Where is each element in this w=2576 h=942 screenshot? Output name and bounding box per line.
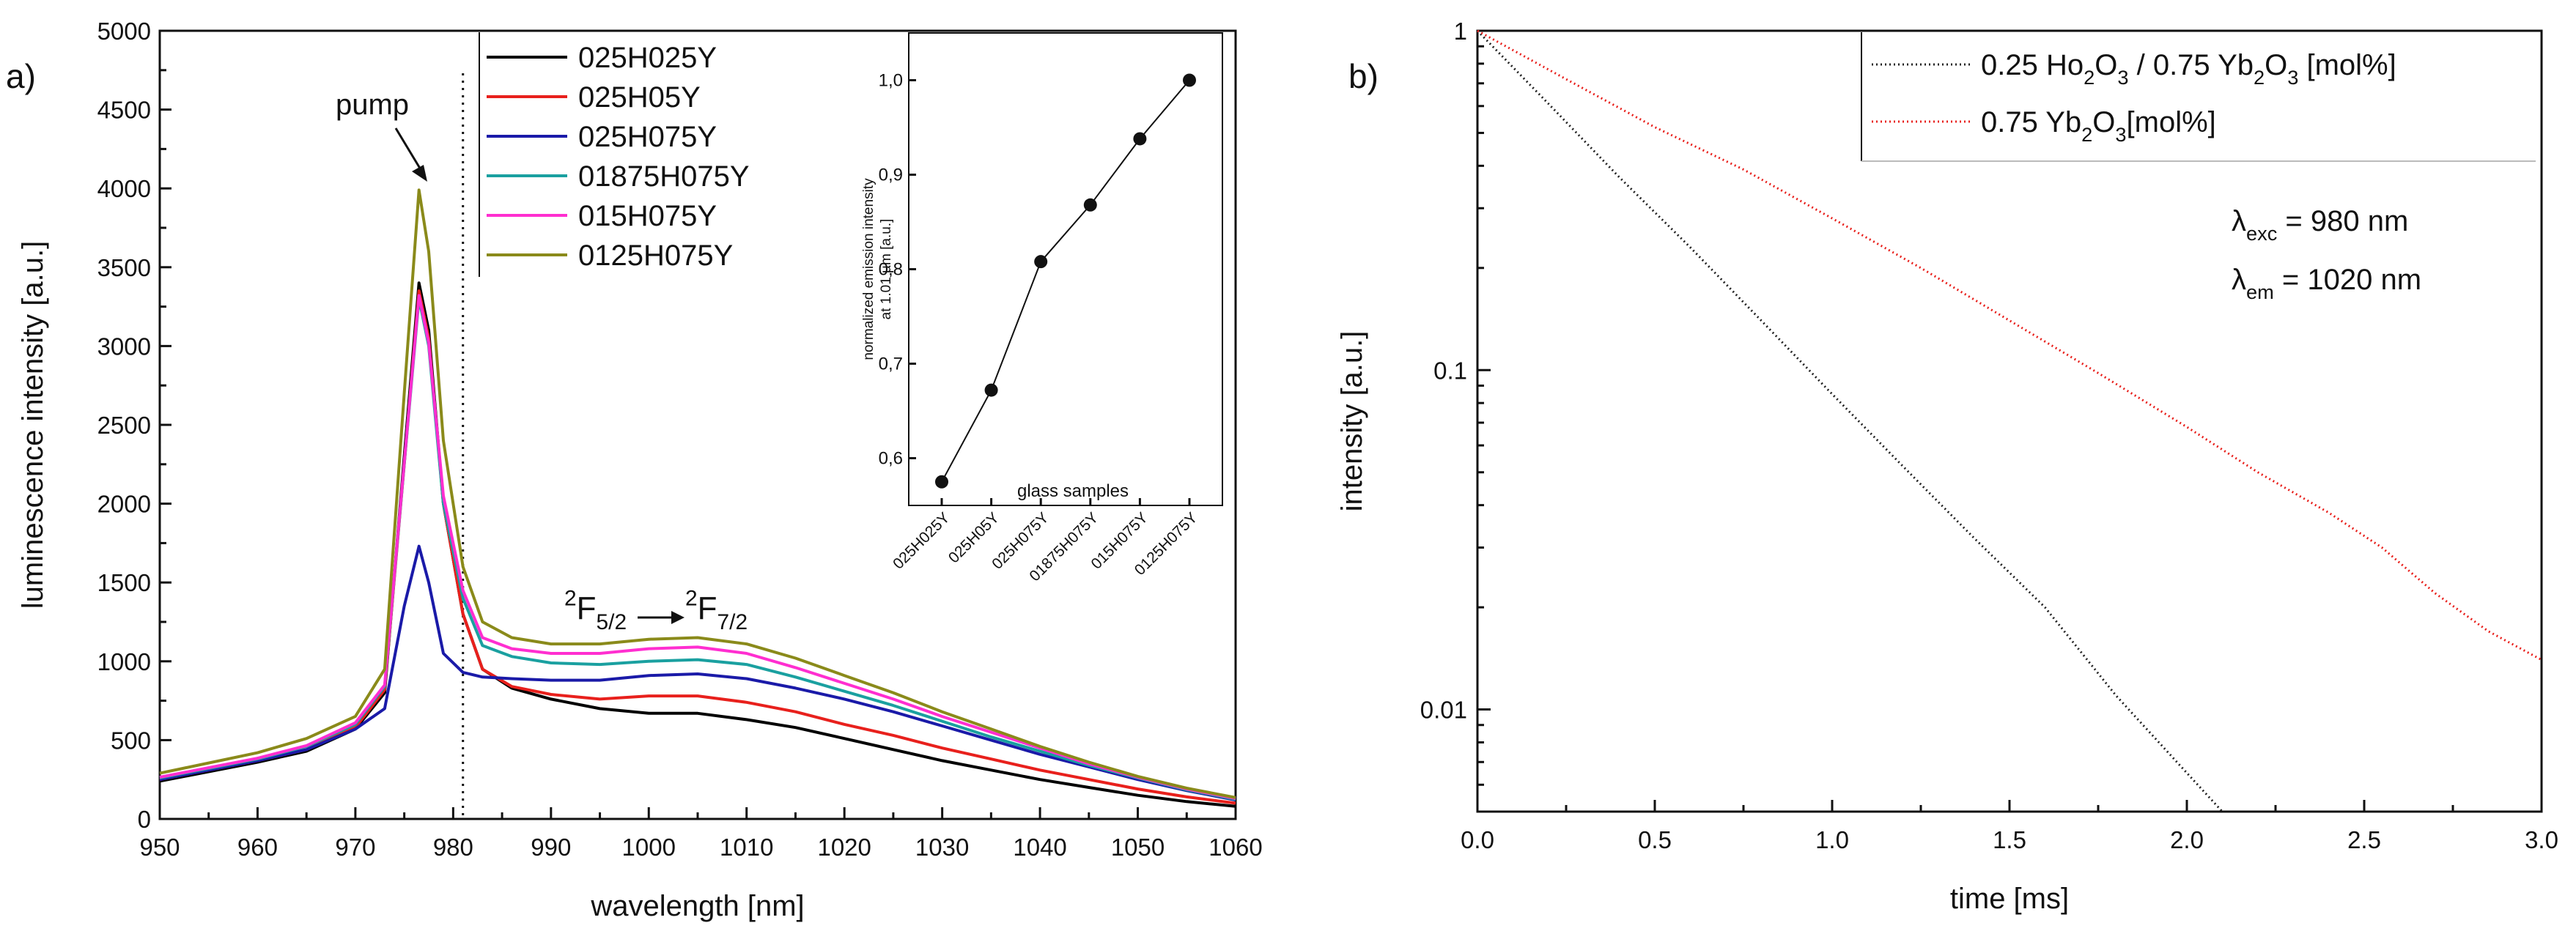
inset-y-tick-label: 0,9 [879, 166, 903, 185]
inset-x-tick-label: 025H025Y [890, 509, 953, 572]
panel-b-x-axis-label: time [ms] [1950, 883, 2069, 915]
panel-b-plot-frame [1476, 29, 2543, 813]
excitation-wavelength-annotation: λexc = 980 nm [2232, 205, 2408, 245]
panel-b-series-line-1 [1477, 29, 2542, 661]
panel-a-series-line-025H075Y [159, 544, 1236, 802]
panel-a-label: a) [6, 57, 36, 95]
pump-annotation-arrowhead [412, 165, 427, 182]
transition-label-initial-state: 2F5/2 [564, 587, 627, 635]
panel-b-y-axis-label: intensity [a.u.] [1336, 331, 1368, 512]
panel-b-x-tick-label: 2.5 [2347, 826, 2381, 853]
panel-a-x-tick-label: 1020 [817, 834, 871, 861]
panel-b-legend-label-1: 0.75 Yb2O3[mol%] [1981, 106, 2216, 146]
panel-a-y-tick-label: 5000 [97, 18, 151, 45]
panel-b-label: b) [1348, 57, 1379, 95]
inset-y-tick-label: 0,8 [879, 260, 903, 280]
panel-b-x-tick-label: 1.0 [1815, 826, 1849, 853]
legend-label-025H05Y: 025H05Y [578, 81, 701, 114]
panel-b-x-tick-label: 3.0 [2525, 826, 2558, 853]
panel-a-series-line-0125H075Y [159, 188, 1236, 799]
panel-a-x-tick-label: 1030 [915, 834, 969, 861]
transition-arrowhead [671, 611, 684, 624]
inset-data-point [1183, 73, 1196, 87]
panel-b-x-tick-label: 0.5 [1638, 826, 1672, 853]
panel-a-x-tick-label: 1000 [622, 834, 676, 861]
panel-b-y-tick-label: 0.1 [1433, 357, 1467, 384]
inset-y-axis-label-line2: at 1.01 µm [a.u.] [879, 219, 894, 320]
inset-series-line [941, 79, 1190, 483]
panel-a-x-tick-label: 1060 [1208, 834, 1262, 861]
panel-a-y-tick-label: 1000 [97, 648, 151, 675]
panel-a-y-tick-label: 4000 [97, 175, 151, 202]
panel-a-series-line-015H075Y [159, 294, 1236, 800]
panel-a-x-tick-label: 1050 [1111, 834, 1165, 861]
panel-b-x-tick-label: 1.5 [1993, 826, 2026, 853]
pump-annotation-label: pump [336, 89, 409, 121]
panel-a-y-tick-label: 3000 [97, 333, 151, 360]
inset-data-point [1133, 132, 1147, 146]
panel-b-legend-label-0: 0.25 Ho2O3 / 0.75 Yb2O3 [mol%] [1981, 49, 2396, 89]
panel-a-y-tick-label: 4500 [97, 97, 151, 124]
panel-a-y-tick-label: 500 [111, 727, 151, 754]
panel-a-x-tick-label: 950 [139, 834, 180, 861]
panel-b-x-tick-label: 2.0 [2170, 826, 2204, 853]
panel-a-y-tick-label: 3500 [97, 254, 151, 281]
emission-wavelength-annotation: λem = 1020 nm [2232, 264, 2421, 303]
panel-a-x-axis-label: wavelength [nm] [590, 890, 804, 922]
legend-label-025H075Y: 025H075Y [578, 121, 717, 153]
panel-a-y-axis-label: luminescence intensity [a.u.] [17, 241, 49, 609]
pump-annotation-arrow-shaft [394, 127, 425, 175]
panel-a-x-tick-label: 970 [335, 834, 375, 861]
inset-y-tick-label: 0,6 [879, 449, 903, 469]
panel-b-chart: 0.0 0.5 1.0 1.5 2.0 2.5 3.0 0.01 0.1 1 time [ms] in… [1336, 18, 2558, 915]
panel-b-x-tick-label: 0.0 [1461, 826, 1494, 853]
inset-plot-frame [908, 32, 1223, 506]
inset-data-point [935, 475, 948, 489]
panel-a-x-tick-label: 980 [433, 834, 473, 861]
inset-y-tick-label: 0,7 [879, 355, 903, 374]
panel-a-series-line-01875H075Y [159, 297, 1236, 801]
panel-a-chart: 950 960 970 980 990 1000 1010 1020 1030 1040 1050 1… [6, 18, 1263, 922]
panel-a-y-tick-label: 2500 [97, 412, 151, 439]
inset-x-axis-label: glass samples [1017, 481, 1129, 501]
transition-label-final-state: 2F7/2 [685, 587, 748, 635]
legend-label-015H075Y: 015H075Y [578, 200, 717, 232]
panel-b-series-line-0 [1476, 29, 2223, 813]
panel-a-y-tick-label: 1500 [97, 569, 151, 596]
panel-a-x-tick-label: 960 [237, 834, 278, 861]
legend-label-0125H075Y: 0125H075Y [578, 240, 733, 272]
panel-a-x-tick-label: 1010 [720, 834, 773, 861]
panel-b-y-tick-label: 0.01 [1420, 697, 1467, 724]
inset-y-tick-label: 1,0 [879, 71, 903, 91]
legend-label-01875H075Y: 01875H075Y [578, 160, 750, 193]
legend-label-025H025Y: 025H025Y [578, 42, 717, 74]
panel-a-y-tick-label: 2000 [97, 491, 151, 518]
panel-a-y-tick-label: 0 [138, 806, 151, 833]
panel-a-x-tick-label: 1040 [1013, 834, 1066, 861]
panel-b-y-tick-label: 1 [1454, 18, 1467, 45]
inset-y-axis-label-line1: normalized emission intensity [861, 178, 876, 360]
inset-data-point [1083, 198, 1097, 212]
inset-data-point [1034, 255, 1048, 269]
panel-a-x-tick-label: 990 [531, 834, 571, 861]
inset-data-point [984, 383, 998, 397]
